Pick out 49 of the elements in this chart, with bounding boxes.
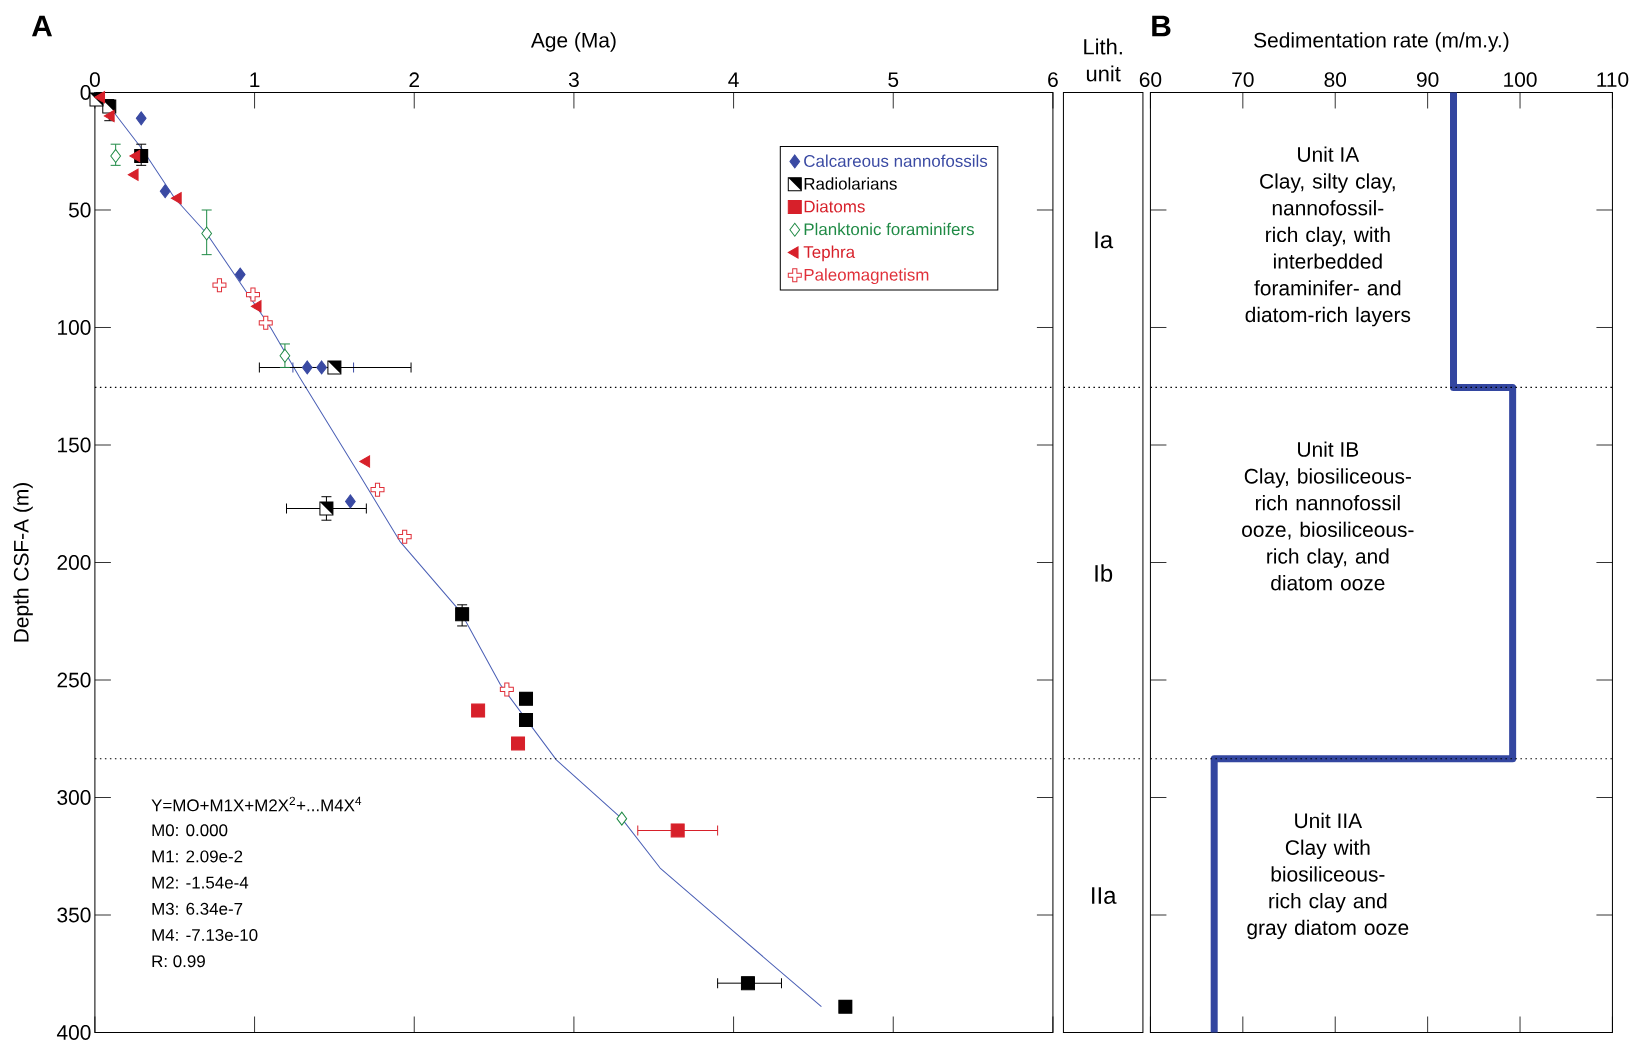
annotation: M3: 6.34e-7 (152, 902, 243, 915)
annotation: Clay, silty clay, nannofossil-rich clay, with interbedded foraminifer- and diatom-rich layers (1245, 173, 1411, 327)
annotation: Unit IB (1298, 441, 1359, 457)
text: Ia (1095, 231, 1114, 249)
legend-label: Calcareous nannofossils (804, 154, 988, 168)
x-tick-label: 6 (1048, 72, 1058, 87)
y-tick-label: 150 (58, 437, 91, 453)
y-tick-label: 50 (68, 202, 91, 218)
annotation: Clay with biosiliceous-rich clay and gray diatom ooze (1247, 839, 1409, 940)
text: IIa (1092, 887, 1117, 904)
legend-label: Radiolarians (804, 177, 897, 190)
annotation: M4: -7.13e-10 (152, 929, 258, 942)
x-tick-label: 70 (1232, 72, 1254, 87)
text: Ib (1095, 564, 1113, 582)
x-tick-label: 100 (1504, 72, 1537, 87)
legend-label: Paleomagnetism (804, 268, 929, 285)
x-tick-label: 80 (1324, 72, 1347, 87)
y-tick-label: 400 (56, 1025, 91, 1040)
annotation: Y=MO+M1X+M2X$^{2}$+...M4X$^{4}$ (151, 796, 362, 812)
annotation: Unit IIA (1295, 812, 1363, 829)
y-tick-label: 0 (80, 85, 91, 100)
chart-title: B (1152, 15, 1171, 37)
x-axis-title: Age (Ma) (530, 32, 616, 52)
legend-label: Diatoms (804, 200, 865, 213)
annotation: Unit IA (1298, 146, 1360, 162)
x-tick-label: 90 (1416, 72, 1439, 87)
y-tick-label: 250 (57, 672, 91, 688)
annotation: M1: 2.09e-2 (152, 850, 243, 863)
annotation: Clay, biosiliceous-rich nannofossil ooze, biosiliceous-rich clay, and diatom ooze (1242, 468, 1414, 591)
annotation: R: 0.99 (152, 955, 205, 968)
x-tick-label: 3 (568, 72, 579, 87)
x-tick-label: 60 (1139, 72, 1162, 87)
x-tick-label: 4 (728, 72, 739, 87)
y-tick-label: 100 (58, 320, 91, 335)
x-tick-label: 1 (250, 72, 260, 87)
text: Lith. unit (1084, 38, 1122, 82)
y-tick-label: 350 (57, 907, 91, 923)
y-tick-label: 300 (57, 790, 91, 805)
y-tick-label: 200 (57, 555, 91, 570)
annotation: M0: 0.000 (152, 824, 228, 837)
x-axis-title: Sedimentation rate (m/m.y.) (1254, 32, 1509, 52)
x-tick-label: 5 (888, 72, 899, 87)
x-tick-label: 2 (409, 72, 419, 87)
legend-label: Tephra (803, 245, 856, 262)
y-axis-title: Depth CSF-A (m) (13, 483, 33, 642)
x-tick-label: 110 (1597, 72, 1629, 87)
chart-title: A (31, 15, 52, 37)
annotation: M2: -1.54e-4 (152, 876, 249, 889)
legend-label: Planktonic foraminifers (804, 222, 974, 236)
